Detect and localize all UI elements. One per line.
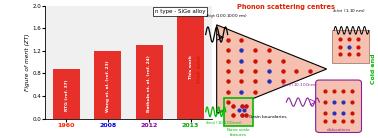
- Text: Nano scale
features: Nano scale features: [228, 128, 250, 137]
- FancyBboxPatch shape: [224, 98, 253, 126]
- Text: n type - SiGe alloy: n type - SiGe alloy: [155, 9, 205, 14]
- Bar: [94, 51, 121, 119]
- Text: dislocations: dislocations: [327, 128, 351, 132]
- Text: RTG (ref. 37): RTG (ref. 37): [64, 79, 68, 111]
- Polygon shape: [217, 25, 327, 113]
- Text: Phonon scattering centres: Phonon scattering centres: [237, 4, 335, 10]
- Y-axis label: Figure of merit (ZT): Figure of merit (ZT): [25, 33, 29, 91]
- Text: Wang et. al. (ref. 23): Wang et. al. (ref. 23): [106, 60, 110, 112]
- FancyBboxPatch shape: [332, 30, 369, 63]
- Text: This work: This work: [189, 55, 193, 79]
- Text: Bathula et. al. (ref. 24): Bathula et. al. (ref. 24): [147, 55, 151, 112]
- Bar: [177, 11, 204, 119]
- Bar: [136, 45, 163, 119]
- Bar: [53, 69, 80, 119]
- Text: Grain boundaries: Grain boundaries: [249, 115, 287, 119]
- Text: $\lambda_{high}$ (100-1000 nm): $\lambda_{high}$ (100-1000 nm): [205, 12, 248, 21]
- Text: Hot end: Hot end: [197, 55, 202, 83]
- Text: $\lambda_{short}$ (1-10 nm): $\lambda_{short}$ (1-10 nm): [332, 7, 366, 15]
- Text: $\lambda_{med}$ (10-100nm): $\lambda_{med}$ (10-100nm): [281, 82, 318, 89]
- FancyBboxPatch shape: [316, 80, 361, 132]
- Text: $\lambda_{med}$ (10-100 nm): $\lambda_{med}$ (10-100 nm): [205, 119, 243, 127]
- Text: Cold end: Cold end: [371, 54, 376, 84]
